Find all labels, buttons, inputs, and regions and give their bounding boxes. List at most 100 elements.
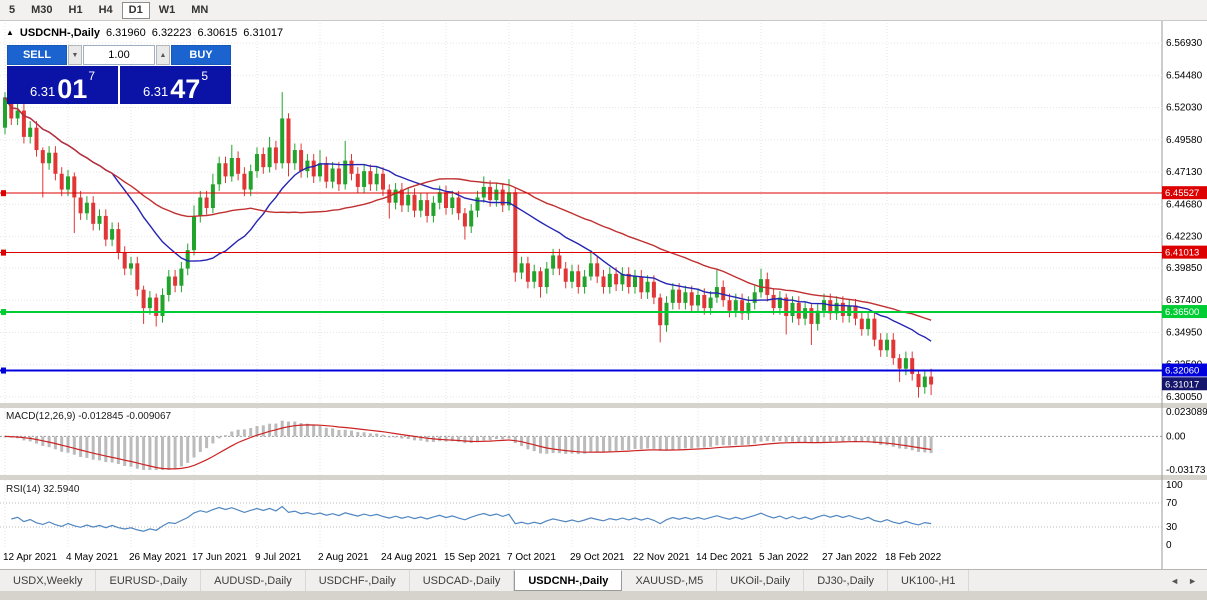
timeframe-button-d1[interactable]: D1 <box>121 1 150 19</box>
volume-increase-button[interactable]: ▲ <box>156 45 170 65</box>
candle <box>179 268 184 286</box>
candle <box>897 358 902 369</box>
level-line-handle[interactable] <box>1 309 6 316</box>
macd-histogram-bar <box>746 436 750 445</box>
chart-tab-xauusd-m5[interactable]: XAUUSD-,M5 <box>622 570 718 591</box>
macd-histogram-bar <box>444 436 448 442</box>
chart-tab-dj30-daily[interactable]: DJ30-,Daily <box>804 570 889 591</box>
macd-histogram-bar <box>192 436 196 458</box>
chart-tab-uk100-h1[interactable]: UK100-,H1 <box>888 570 970 591</box>
level-price-badge <box>1162 245 1207 259</box>
candle <box>355 173 360 187</box>
candle <box>759 279 763 293</box>
candle <box>614 273 619 285</box>
candle <box>368 171 373 185</box>
macd-axis-label: 0.00 <box>1166 431 1186 442</box>
date-axis-label: 4 May 2021 <box>66 552 119 563</box>
macd-histogram-bar <box>620 436 624 450</box>
chart-tab-usdx-weekly[interactable]: USDX,Weekly <box>0 570 97 591</box>
macd-histogram-bar <box>847 436 851 441</box>
candle <box>929 376 934 385</box>
candle <box>532 271 537 282</box>
chart-tab-usdcad-daily[interactable]: USDCAD-,Daily <box>410 570 515 591</box>
buy-price-base: 6.31 <box>142 83 169 99</box>
macd-histogram-bar <box>419 436 423 441</box>
candle <box>903 358 908 369</box>
chart-tab-usdcnh-daily[interactable]: USDCNH-,Daily <box>514 570 623 591</box>
macd-histogram-bar <box>400 436 404 439</box>
tab-scroll-left-button[interactable]: ◄ <box>1170 575 1180 586</box>
candle <box>349 160 354 174</box>
buy-price-tile[interactable]: 6.31 47 5 <box>120 66 231 104</box>
chart-tab-audusd-daily[interactable]: AUDUSD-,Daily <box>201 570 306 591</box>
macd-histogram-bar <box>129 436 133 467</box>
candle <box>670 289 675 303</box>
macd-histogram-bar <box>570 436 574 454</box>
timeframe-button-m30[interactable]: M30 <box>24 2 59 19</box>
timeframe-button-h4[interactable]: H4 <box>92 2 120 19</box>
macd-histogram-bar <box>860 436 864 443</box>
macd-histogram-bar <box>728 436 731 446</box>
timeframe-button-h1[interactable]: H1 <box>62 2 90 19</box>
candle <box>229 157 234 177</box>
candle <box>242 173 247 190</box>
chart-canvas[interactable]: 6.56930 6.54480 6.52030 6.49580 6.47130 6.446… <box>0 21 1207 569</box>
macd-histogram-bar <box>312 425 316 437</box>
volume-input[interactable]: 1.00 <box>83 45 155 65</box>
rsi-pane: 100 70 30 0 <box>0 480 1183 551</box>
chart-tab-ukoil-daily[interactable]: UKOil-,Daily <box>717 570 805 591</box>
rsi-indicator-label: RSI(14) 32.5940 <box>6 484 80 495</box>
date-axis-label: 18 Feb 2022 <box>885 552 942 563</box>
macd-histogram-bar <box>891 436 895 447</box>
timeframe-button-mn[interactable]: MN <box>184 2 215 19</box>
macd-histogram-bar <box>173 436 177 470</box>
macd-histogram-bar <box>501 436 505 440</box>
macd-histogram-bar <box>217 436 221 439</box>
level-line-handle[interactable] <box>1 367 6 374</box>
chart-tab-eurusd-daily[interactable]: EURUSD-,Daily <box>96 570 202 591</box>
macd-histogram-bar <box>261 425 265 437</box>
candle <box>683 292 688 303</box>
macd-histogram-bar <box>835 436 839 442</box>
macd-histogram-bar <box>721 436 725 446</box>
candle <box>122 252 127 269</box>
level-line-handle[interactable] <box>1 190 6 197</box>
rsi-axis-label: 100 <box>1166 480 1183 491</box>
macd-histogram-bar <box>589 436 593 453</box>
price-axis-label: 6.44680 <box>1166 199 1203 210</box>
macd-histogram-bar <box>331 428 335 437</box>
candle <box>563 268 568 282</box>
candle <box>733 300 738 311</box>
macd-histogram-bar <box>923 436 927 453</box>
candle <box>273 147 278 164</box>
volume-decrease-button[interactable]: ▼ <box>68 45 82 65</box>
candle <box>570 271 574 282</box>
price-axis-label: 6.47130 <box>1166 167 1203 178</box>
timeframe-button-w1[interactable]: W1 <box>152 2 183 19</box>
macd-histogram-bar <box>765 436 769 442</box>
date-axis-label: 7 Oct 2021 <box>507 552 556 563</box>
buy-button[interactable]: BUY <box>171 45 231 65</box>
candle <box>412 194 417 211</box>
date-axis-label: 15 Sep 2021 <box>444 552 501 563</box>
macd-histogram-bar <box>696 436 700 448</box>
sell-price-tile[interactable]: 6.31 01 7 <box>7 66 118 104</box>
timeframe-button-5[interactable]: 5 <box>2 2 22 19</box>
macd-histogram-bar <box>482 436 486 441</box>
sell-button[interactable]: SELL <box>7 45 67 65</box>
candle <box>204 197 209 209</box>
tab-scroll-right-button[interactable]: ► <box>1188 575 1197 586</box>
level-price-badge <box>1162 186 1207 200</box>
chart-tab-usdchf-daily[interactable]: USDCHF-,Daily <box>306 570 410 591</box>
candle <box>198 197 203 216</box>
rsi-axis-label: 0 <box>1166 540 1172 551</box>
level-line-handle[interactable] <box>1 249 6 256</box>
macd-pane: 0.023089 0.00 -0.03173 <box>0 407 1207 476</box>
macd-histogram-bar <box>759 436 763 442</box>
candle <box>588 263 593 277</box>
macd-histogram-bar <box>198 436 202 452</box>
macd-histogram-bar <box>614 436 618 451</box>
macd-histogram-bar <box>368 433 372 437</box>
candle <box>601 276 606 288</box>
candle <box>513 192 518 273</box>
